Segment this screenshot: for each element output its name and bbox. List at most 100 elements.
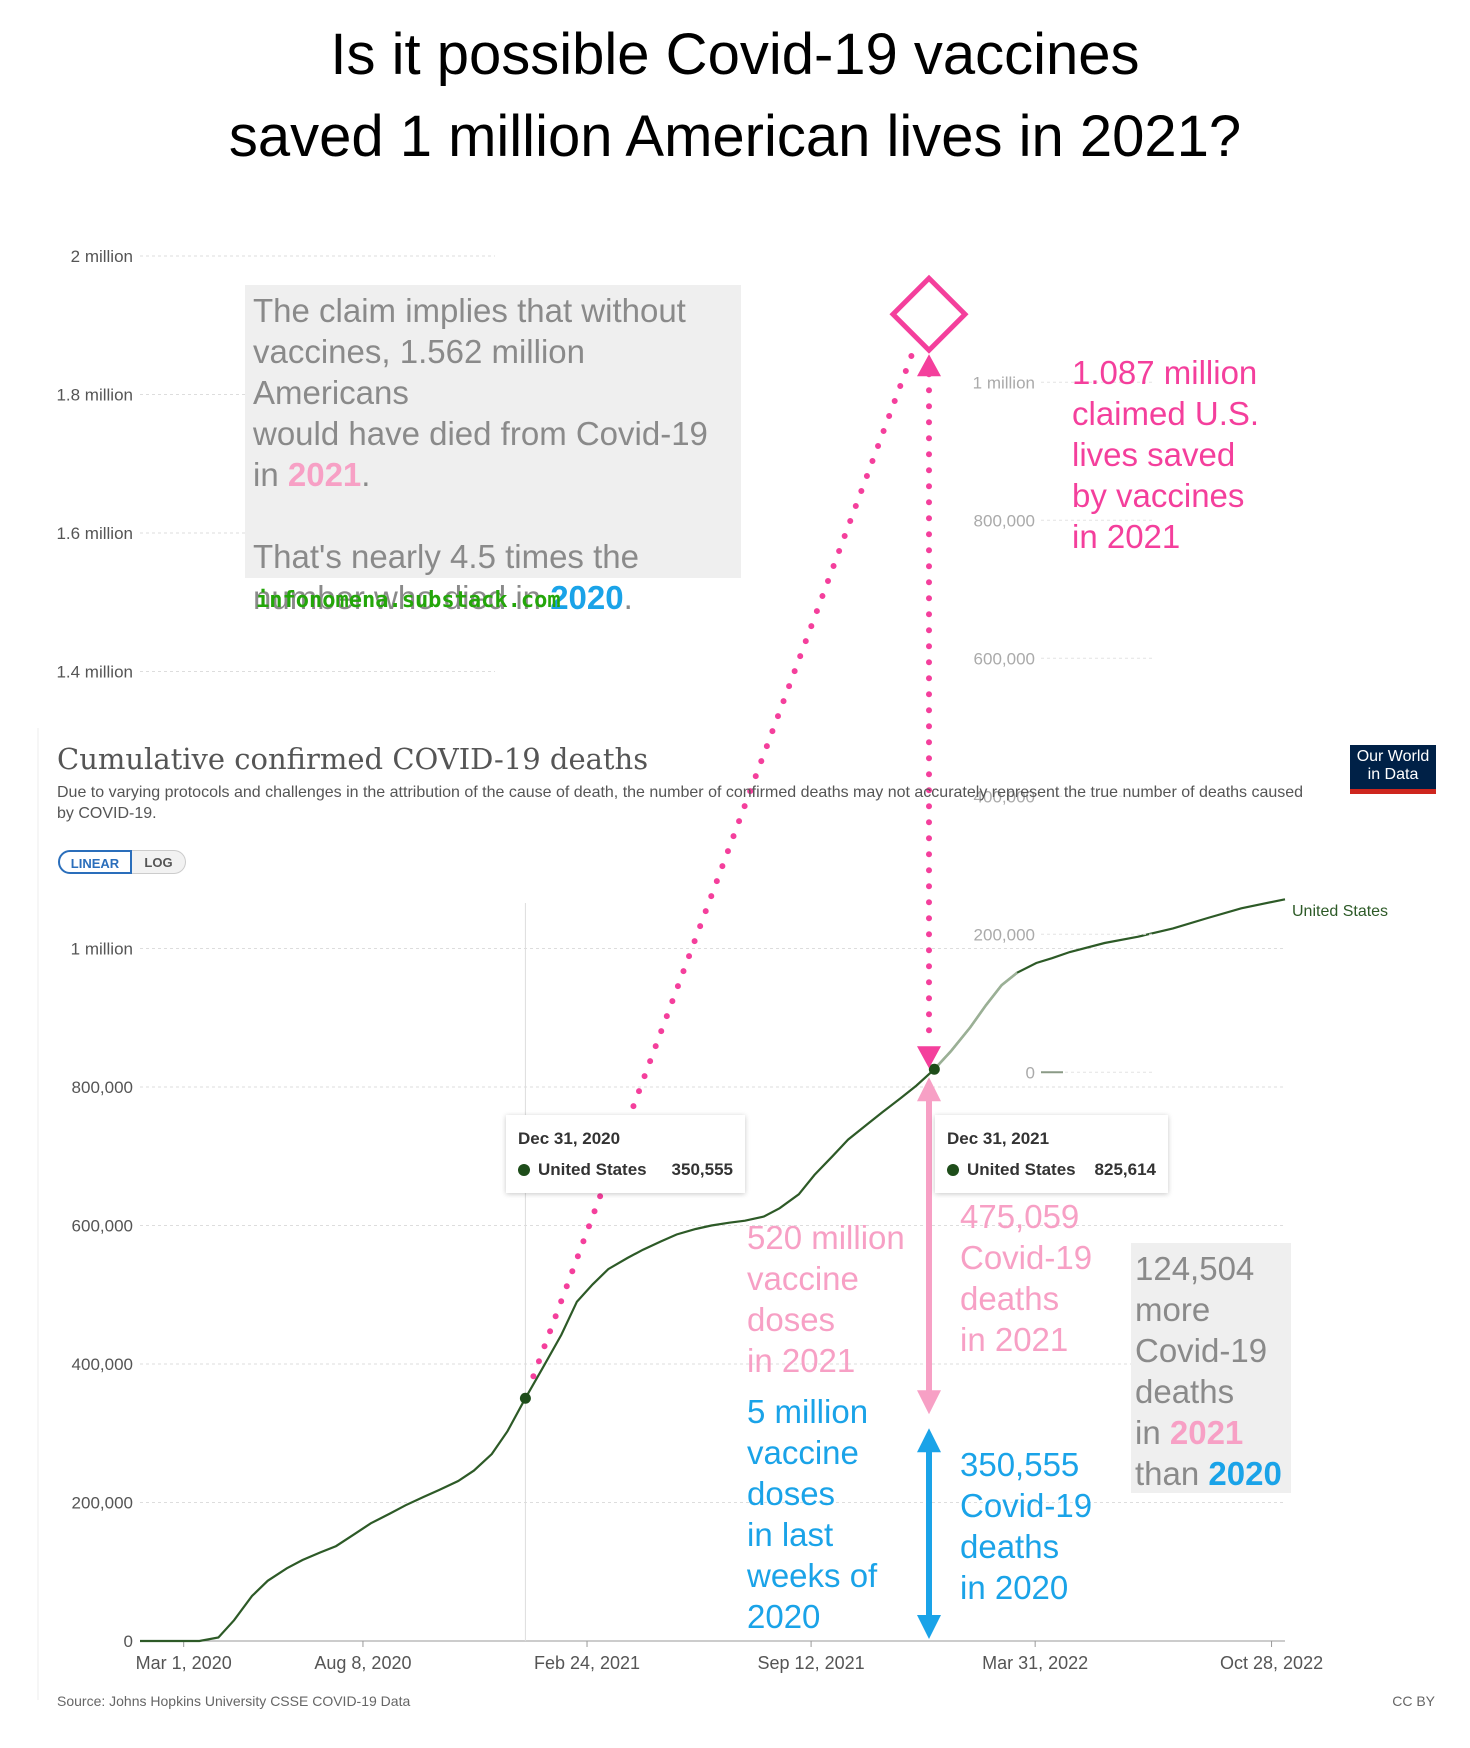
chart-title: Cumulative confirmed COVID-19 deaths bbox=[57, 742, 649, 776]
headline-line-1: Is it possible Covid-19 vaccines bbox=[330, 22, 1140, 87]
tooltip-date: Dec 31, 2020 bbox=[518, 1129, 621, 1148]
series-dot-icon bbox=[518, 1164, 530, 1176]
claim-box: The claim implies that without vaccines,… bbox=[245, 285, 741, 616]
year-2021-highlight: 2021 bbox=[287, 456, 362, 493]
claim-line: That's nearly 4.5 times the bbox=[253, 538, 639, 575]
annotation-line: weeks of bbox=[747, 1557, 878, 1594]
annotation-line: 350,555 bbox=[960, 1446, 1080, 1483]
annotation-line: in 2021 bbox=[747, 1342, 856, 1379]
claim-text: in bbox=[253, 456, 288, 493]
annotation-line: deaths bbox=[960, 1280, 1060, 1317]
overlay-tick-label: 400,000 bbox=[974, 787, 1035, 806]
annotation-line: Covid-19 bbox=[960, 1487, 1093, 1524]
annotation-line: 124,504 bbox=[1135, 1250, 1255, 1287]
overlay-tick-label: 0 bbox=[1026, 1063, 1035, 1082]
annotation-line: deaths bbox=[1135, 1373, 1235, 1410]
annotation-line: deaths bbox=[960, 1528, 1060, 1565]
annotation-line: doses bbox=[747, 1301, 836, 1338]
x-tick-label: Sep 12, 2021 bbox=[758, 1653, 865, 1673]
annotation-line: more bbox=[1135, 1291, 1211, 1328]
arrow-head-down bbox=[917, 1390, 941, 1415]
claim-line: vaccines, 1.562 million Americans bbox=[253, 333, 585, 411]
linear-scale-toggle[interactable]: LINEAR bbox=[58, 850, 132, 874]
year-2020-highlight: 2020 bbox=[1208, 1455, 1282, 1492]
deaths-2021-annotation: 475,059 Covid-19 deaths in 2021 bbox=[960, 1196, 1092, 1360]
tooltip-series: United States bbox=[947, 1160, 1076, 1180]
annotation-line: 5 million bbox=[747, 1393, 869, 1430]
annotation-line: 2020 bbox=[747, 1598, 821, 1635]
overlay-tick-label: 600,000 bbox=[974, 649, 1035, 668]
claim-line: The claim implies that without bbox=[253, 292, 686, 329]
arrow-head-down bbox=[917, 1046, 941, 1069]
year-2021-highlight: 2021 bbox=[1169, 1414, 1244, 1451]
y-tick-label: 1 million bbox=[71, 940, 133, 959]
annotation-line: by vaccines bbox=[1072, 477, 1245, 514]
overlay-tick-label: 1 million bbox=[973, 373, 1035, 392]
y-tick-label: 200,000 bbox=[72, 1494, 133, 1513]
arrow-head-down bbox=[917, 1615, 941, 1639]
claim-line: number who died in 2020. bbox=[253, 577, 733, 618]
annotation-line: in 2020 bbox=[960, 1569, 1069, 1606]
series-label: United States bbox=[1292, 903, 1388, 920]
doses-2021-annotation: 520 million vaccine doses in 2021 bbox=[747, 1217, 905, 1381]
doses-2020-annotation: 5 million vaccine doses in last weeks of… bbox=[747, 1391, 877, 1637]
headline: Is it possible Covid-19 vaccines saved 1… bbox=[0, 14, 1470, 178]
credit-link[interactable]: infonomena.substack.com bbox=[256, 588, 561, 613]
license-link[interactable]: CC BY bbox=[1392, 1693, 1435, 1709]
annotation-line: lives saved bbox=[1072, 436, 1236, 473]
tooltip-date: Dec 31, 2021 bbox=[947, 1129, 1050, 1148]
overlay-tick-label: 800,000 bbox=[974, 511, 1035, 530]
y-tick-label: 1.4 million bbox=[56, 663, 133, 682]
difference-box: 124,504 more Covid-19 deaths in 2021 tha… bbox=[1131, 1243, 1291, 1493]
y-tick-label: 600,000 bbox=[72, 1217, 133, 1236]
x-tick-label: Aug 8, 2020 bbox=[314, 1653, 411, 1673]
series-line bbox=[140, 898, 1286, 1643]
y-tick-label: 0 bbox=[124, 1632, 133, 1651]
year-2020-highlight: 2020 bbox=[550, 579, 624, 616]
tooltip-value: 350,555 bbox=[671, 1160, 733, 1179]
point-dec-2021 bbox=[928, 1063, 940, 1075]
claim-text: number who died in bbox=[253, 579, 551, 616]
deaths-2020-annotation: 350,555 Covid-19 deaths in 2020 bbox=[960, 1444, 1092, 1608]
owid-logo[interactable]: Our World in Data bbox=[1350, 745, 1436, 794]
annotation-line: vaccine bbox=[747, 1260, 859, 1297]
claim-text: . bbox=[361, 456, 371, 493]
y-tick-label: 400,000 bbox=[72, 1355, 133, 1374]
annotation-line: in 2021 bbox=[960, 1321, 1069, 1358]
y-tick-label: 1.8 million bbox=[56, 386, 133, 405]
log-scale-toggle[interactable]: LOG bbox=[132, 850, 186, 874]
lives-saved-annotation: 1.087 million claimed U.S. lives saved b… bbox=[1072, 352, 1259, 557]
annotation-line: 475,059 bbox=[960, 1198, 1080, 1235]
annotation-line: 520 million bbox=[747, 1219, 905, 1256]
annotation-line: in 2021 bbox=[1072, 518, 1181, 555]
annotation-line: in last bbox=[747, 1516, 834, 1553]
tooltip-value: 825,614 bbox=[1094, 1160, 1156, 1179]
overlay-tick-label: 200,000 bbox=[974, 925, 1035, 944]
claim-line: would have died from Covid-19 bbox=[253, 415, 708, 452]
annotation-line: 1.087 million bbox=[1072, 354, 1258, 391]
annotation-line: Covid-19 bbox=[1135, 1332, 1268, 1369]
x-tick-label: Oct 28, 2022 bbox=[1220, 1653, 1323, 1673]
annotation-line: vaccine bbox=[747, 1434, 859, 1471]
series-dot-icon bbox=[947, 1164, 959, 1176]
annotation-line: than 2020 bbox=[1135, 1453, 1287, 1494]
annotation-text: in bbox=[1135, 1414, 1170, 1451]
series-line-faded bbox=[933, 971, 1019, 1071]
y-tick-label: 2 million bbox=[71, 247, 133, 266]
logo-line-1: Our World bbox=[1356, 748, 1430, 765]
chart-subtitle: Due to varying protocols and challenges … bbox=[57, 784, 1304, 822]
tooltip-series: United States bbox=[518, 1160, 647, 1180]
tooltip-country: United States bbox=[967, 1160, 1076, 1179]
claim-text: . bbox=[623, 579, 633, 616]
annotation-line: in 2021 bbox=[1135, 1412, 1287, 1453]
x-tick-label: Mar 31, 2022 bbox=[982, 1653, 1088, 1673]
tooltip-dec-2021: Dec 31, 2021 United States 825,614 bbox=[935, 1115, 1168, 1193]
claim-line: in 2021. bbox=[253, 454, 733, 495]
headline-line-2: saved 1 million American lives in 2021? bbox=[228, 104, 1242, 169]
y-tick-label: 800,000 bbox=[72, 1078, 133, 1097]
arrow-head-up bbox=[917, 354, 941, 377]
claim-spacer bbox=[253, 495, 733, 536]
claimed-total-diamond bbox=[889, 274, 969, 354]
tooltip-dec-2020: Dec 31, 2020 United States 350,555 bbox=[506, 1115, 745, 1193]
